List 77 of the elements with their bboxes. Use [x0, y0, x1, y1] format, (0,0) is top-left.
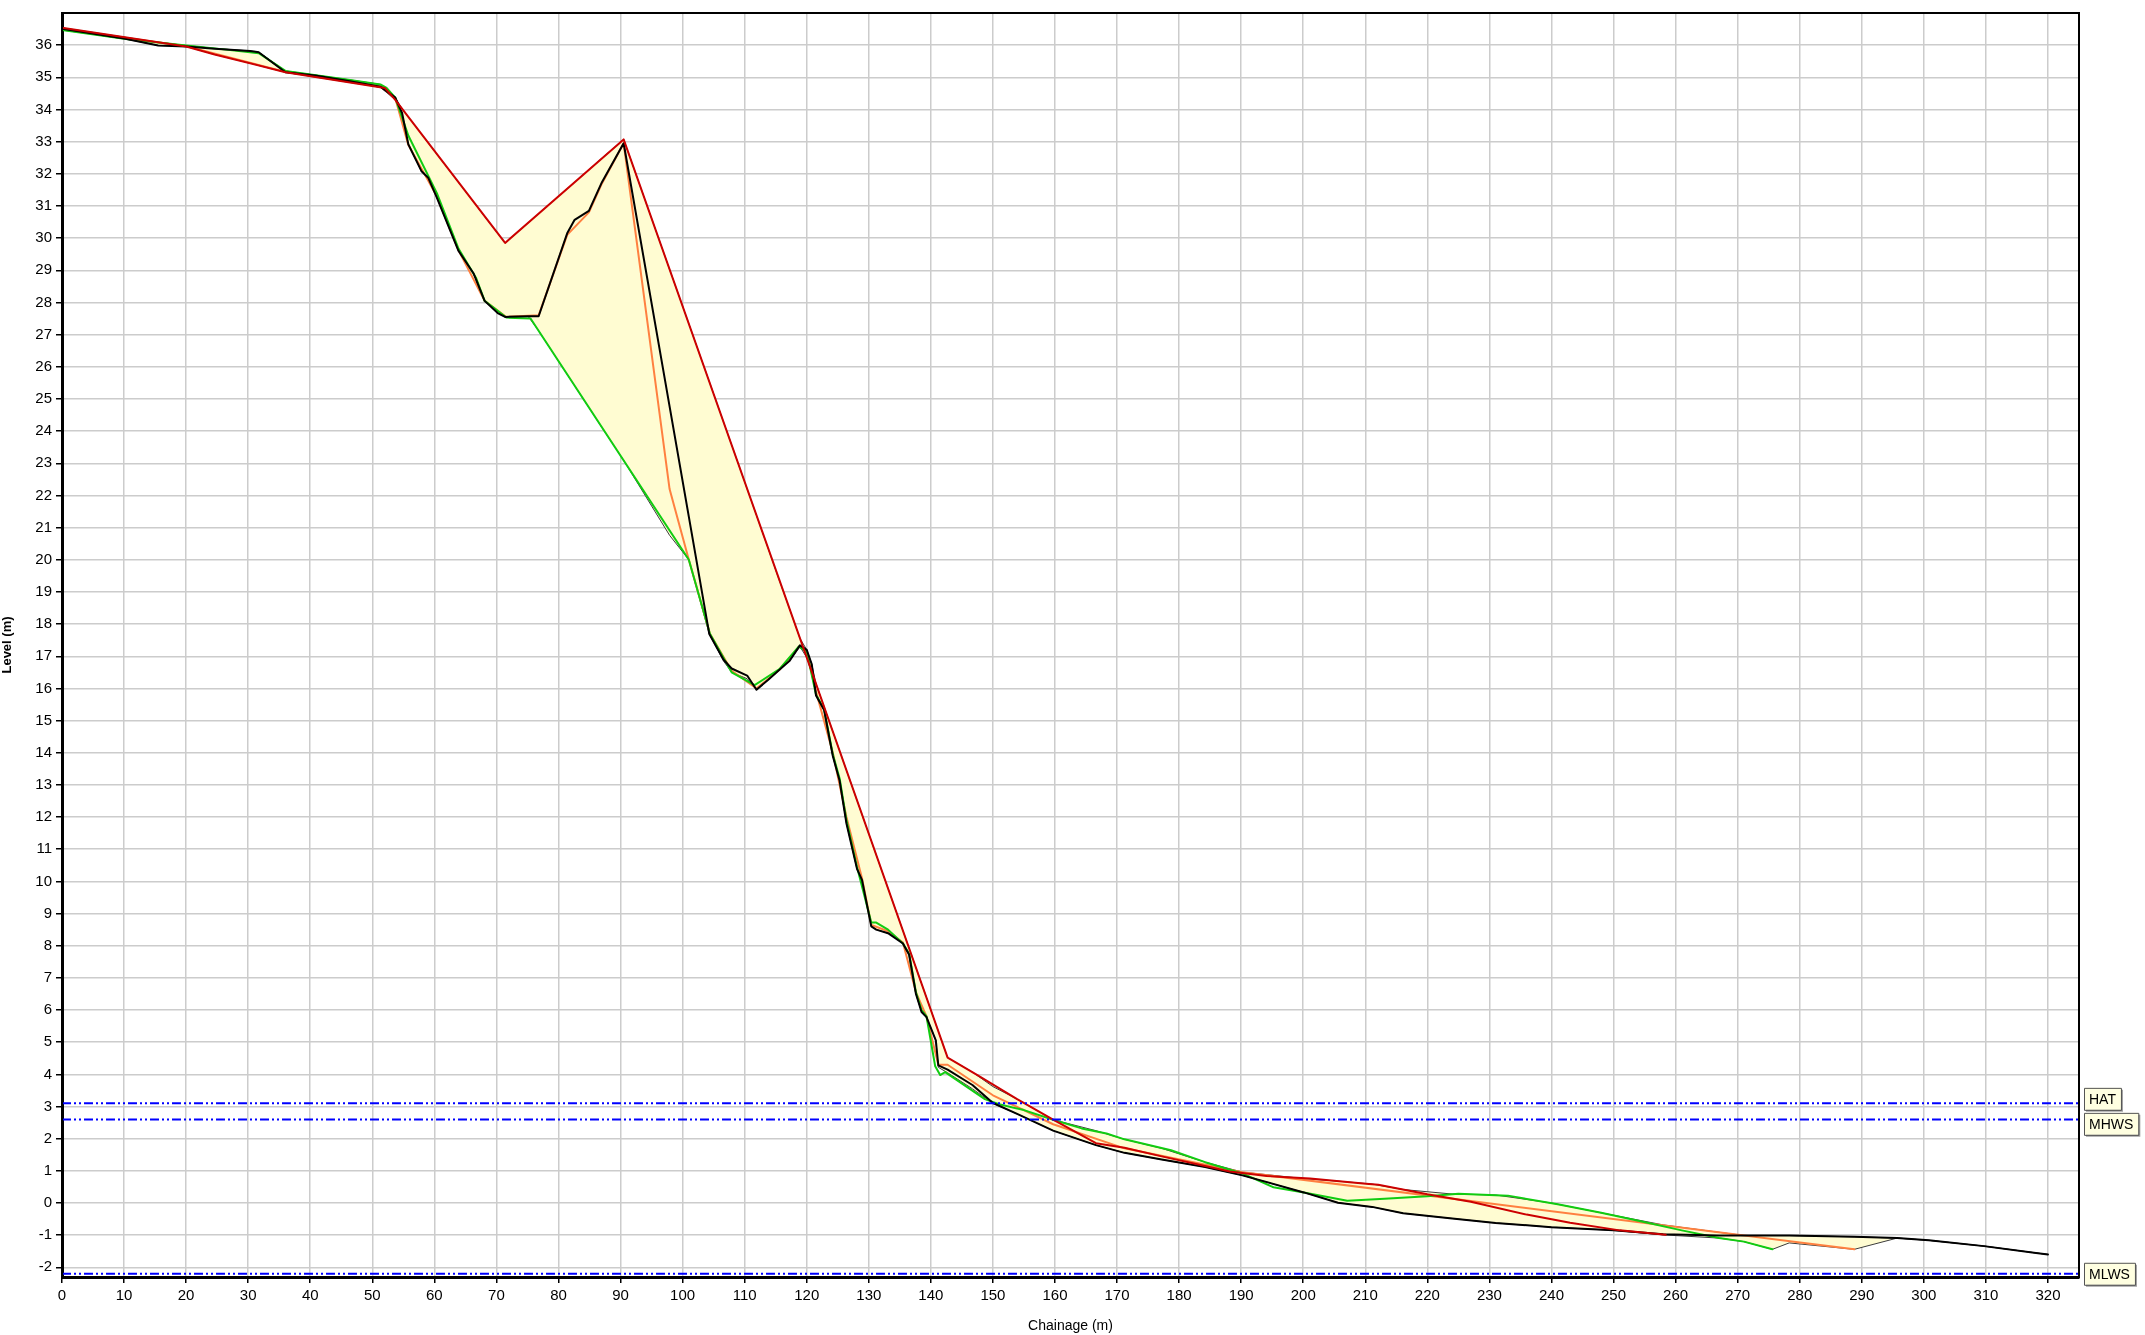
ref-line-label: HAT [2089, 1090, 2117, 1107]
y-tick-label: 35 [35, 67, 52, 85]
y-tick-label: 12 [35, 807, 52, 825]
y-tick-label: 23 [35, 453, 52, 471]
y-tick-label: 0 [43, 1193, 52, 1211]
x-tick-label: 100 [670, 1286, 696, 1304]
x-tick-label: 320 [2035, 1286, 2061, 1304]
y-tick-label: 34 [35, 99, 52, 117]
x-tick-label: 60 [426, 1286, 443, 1304]
y-tick-label: 36 [35, 35, 52, 53]
x-tick-label: 290 [1849, 1286, 1875, 1304]
y-tick-label: 14 [35, 742, 52, 760]
x-tick-label: 110 [732, 1286, 757, 1304]
y-tick-label: 32 [35, 163, 52, 181]
x-tick-label: 10 [115, 1286, 133, 1304]
y-tick-label: 10 [35, 871, 52, 889]
y-tick-label: 15 [35, 710, 52, 728]
x-tick-label: 20 [177, 1286, 195, 1304]
y-tick-label: 16 [35, 678, 52, 696]
y-tick-label: 17 [35, 646, 52, 664]
x-tick-label: 270 [1725, 1286, 1751, 1304]
x-tick-label: 0 [57, 1286, 67, 1304]
y-tick-label: 22 [35, 485, 52, 503]
y-tick-label: 6 [43, 1000, 52, 1018]
y-tick-label: 31 [35, 196, 52, 214]
ref-line-label: MLWS [2089, 1265, 2130, 1282]
y-tick-label: 33 [35, 131, 52, 149]
x-tick-label: 230 [1476, 1286, 1502, 1304]
x-tick-label: 200 [1290, 1286, 1316, 1304]
y-tick-label: 19 [35, 582, 52, 600]
x-tick-label: 250 [1601, 1286, 1627, 1304]
y-tick-label: -1 [38, 1225, 52, 1243]
y-tick-label: 28 [35, 292, 52, 310]
x-tick-label: 130 [856, 1286, 882, 1304]
x-tick-label: 90 [612, 1286, 629, 1304]
y-tick-label: 8 [43, 935, 52, 953]
y-tick-label: 26 [35, 356, 52, 374]
x-tick-label: 80 [550, 1286, 567, 1304]
y-tick-label: 5 [43, 1032, 52, 1050]
y-tick-label: 11 [36, 839, 52, 857]
y-tick-label: 18 [35, 614, 52, 632]
y-tick-label: 25 [35, 389, 52, 407]
y-tick-label: 21 [35, 517, 52, 535]
ref-line-label: MHWS [2089, 1115, 2134, 1132]
y-tick-label: 3 [43, 1096, 52, 1114]
x-tick-label: 280 [1787, 1286, 1813, 1304]
x-tick-label: 180 [1166, 1286, 1192, 1304]
x-tick-label: 120 [794, 1286, 820, 1304]
y-tick-label: 27 [35, 324, 52, 342]
x-tick-label: 140 [918, 1286, 944, 1304]
y-tick-label: 7 [43, 968, 52, 986]
x-tick-label: 70 [488, 1286, 505, 1304]
x-tick-label: 260 [1663, 1286, 1689, 1304]
x-tick-label: 190 [1228, 1286, 1254, 1304]
x-tick-label: 170 [1104, 1286, 1130, 1304]
x-tick-label: 150 [980, 1286, 1006, 1304]
y-tick-label: 4 [43, 1064, 52, 1082]
x-tick-label: 220 [1414, 1286, 1440, 1304]
y-tick-label: 9 [43, 903, 52, 921]
y-axis-title: Level (m) [0, 616, 15, 674]
y-tick-label: 20 [35, 549, 52, 567]
y-tick-label: 29 [35, 260, 52, 278]
x-tick-label: 300 [1911, 1286, 1937, 1304]
x-tick-label: 310 [1973, 1286, 1999, 1304]
x-tick-label: 160 [1042, 1286, 1068, 1304]
x-tick-label: 210 [1352, 1286, 1378, 1304]
y-tick-label: -2 [38, 1257, 52, 1275]
y-tick-label: 1 [43, 1161, 52, 1178]
y-tick-label: 13 [35, 775, 52, 793]
x-axis-title: Chainage (m) [1028, 1317, 1113, 1334]
x-tick-label: 50 [363, 1286, 381, 1304]
y-tick-label: 24 [35, 421, 52, 439]
x-tick-label: 30 [239, 1286, 257, 1304]
y-tick-label: 30 [35, 228, 52, 246]
y-tick-label: 2 [43, 1128, 52, 1146]
x-tick-label: 40 [301, 1286, 319, 1304]
x-tick-label: 240 [1538, 1286, 1564, 1304]
